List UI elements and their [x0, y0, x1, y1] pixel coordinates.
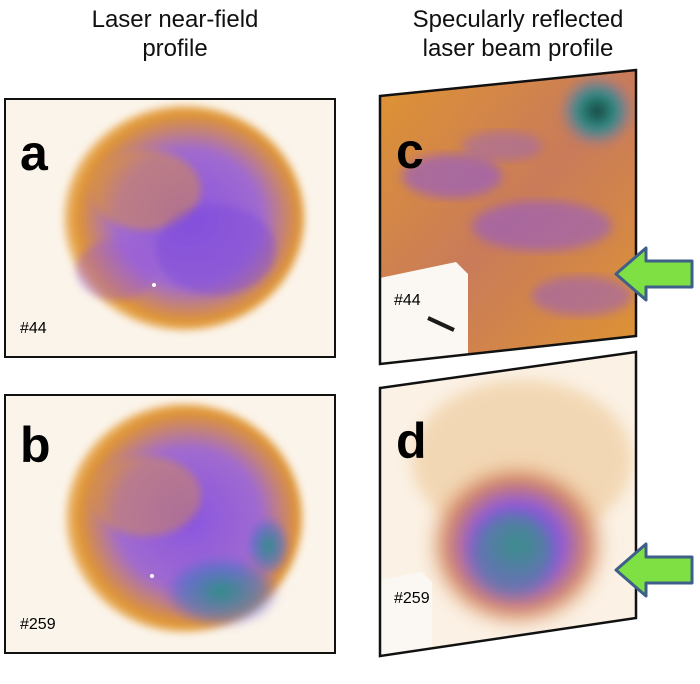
left-title-line-1: Laser near-field [91, 6, 259, 33]
panel-c: c #44 [372, 66, 644, 370]
panel-c-letter: c [396, 123, 424, 179]
panel-a-shot-number: #44 [20, 320, 47, 337]
panel-d: d #259 [372, 350, 644, 664]
panel-c-shot-number: #44 [394, 292, 421, 309]
right-column-title: Specularly reflected laser beam profile [358, 5, 678, 63]
right-title-line-2: laser beam profile [422, 35, 614, 62]
panel-a: a #44 [4, 98, 336, 358]
panel-d-image [378, 350, 638, 658]
right-title-line-1: Specularly reflected [412, 6, 624, 33]
panel-a-letter: a [20, 125, 48, 181]
panel-b: b #259 [4, 394, 336, 654]
arrow-panel-c [614, 246, 694, 302]
panel-b-image [66, 404, 302, 632]
arrow-panel-d [614, 542, 694, 598]
panel-d-shot-number: #259 [394, 590, 430, 607]
left-column-title: Laser near-field profile [40, 5, 310, 63]
panel-c-image [378, 68, 638, 366]
left-title-line-2: profile [142, 35, 208, 62]
panel-b-letter: b [20, 417, 51, 473]
panel-b-shot-number: #259 [20, 616, 56, 633]
panel-a-image [64, 106, 304, 330]
panel-d-letter: d [396, 413, 427, 469]
